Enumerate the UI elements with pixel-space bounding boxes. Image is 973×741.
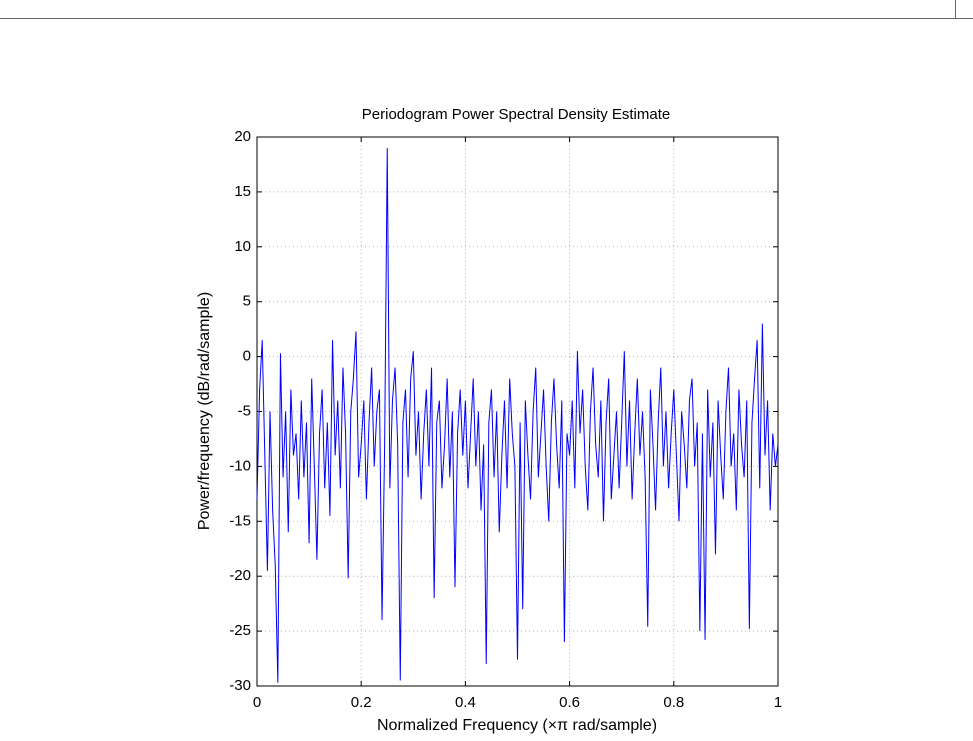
y-tick-label: -30 <box>229 677 251 694</box>
y-tick-label: 0 <box>243 348 251 365</box>
y-axis-label: Power/frequency (dB/rad/sample) <box>196 292 213 530</box>
y-tick-label: -15 <box>229 512 251 529</box>
plot-frame <box>256 136 779 687</box>
y-tick-label: 20 <box>234 128 251 145</box>
x-tick-label: 1 <box>774 694 782 711</box>
y-tick-label: -25 <box>229 622 251 639</box>
chart-title: Periodogram Power Spectral Density Estim… <box>362 106 670 123</box>
y-tick-label: 15 <box>234 183 251 200</box>
y-tick-label: -20 <box>229 567 251 584</box>
x-axis-label: Normalized Frequency (×π rad/sample) <box>377 717 657 734</box>
x-tick-label: 0.6 <box>559 694 580 711</box>
psd-line <box>256 147 779 683</box>
y-tick-label: -10 <box>229 457 251 474</box>
x-tick-label: 0 <box>253 694 261 711</box>
y-tick-label: 5 <box>243 293 251 310</box>
x-tick-label: 0.2 <box>351 694 372 711</box>
y-tick-label: 10 <box>234 238 251 255</box>
x-tick-label: 0.4 <box>455 694 476 711</box>
y-tick-label: -5 <box>238 402 251 419</box>
x-tick-label: 0.8 <box>663 694 684 711</box>
